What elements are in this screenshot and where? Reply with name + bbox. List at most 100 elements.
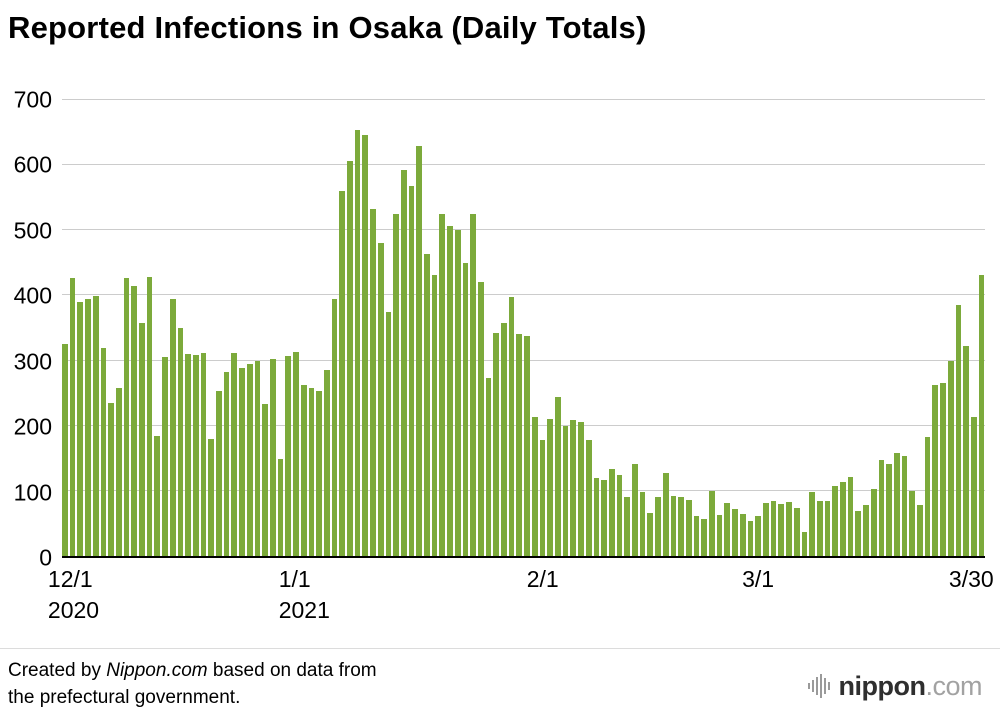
bar [601, 480, 607, 556]
bar [762, 503, 769, 556]
bar [685, 499, 692, 556]
nippon-logo-tld: .com [925, 670, 982, 701]
bar [354, 129, 361, 556]
bar [616, 474, 623, 556]
bar [824, 501, 831, 556]
credit-prefix: Created by [8, 660, 107, 681]
bar [739, 513, 746, 556]
bar [69, 277, 76, 556]
bar [816, 501, 823, 556]
bars [62, 100, 985, 556]
bar [385, 312, 392, 556]
bar [508, 297, 515, 556]
footer-credit: Created by Nippon.com based on data from… [8, 658, 377, 711]
bar [400, 170, 407, 556]
bar [139, 323, 145, 556]
bar [246, 364, 253, 556]
gridlines [62, 99, 985, 556]
page-title: Reported Infections in Osaka (Daily Tota… [8, 10, 647, 45]
y-tick-label: 700 [13, 86, 52, 113]
bar [431, 275, 438, 556]
bar [531, 416, 538, 556]
bar [539, 440, 546, 556]
bar [770, 501, 777, 556]
bar [901, 456, 908, 556]
bar [146, 276, 153, 556]
bar [878, 460, 885, 556]
bar [331, 299, 338, 556]
bar [840, 482, 846, 556]
bar [316, 390, 322, 556]
bar [439, 214, 446, 556]
bar [447, 226, 453, 556]
x-axis: 12/1 2020 1/1 2021 2/1 3/1 3/30 [48, 562, 994, 626]
bar [555, 397, 561, 556]
bar [755, 515, 761, 556]
bar [917, 504, 923, 556]
bar [701, 518, 708, 556]
bar [185, 354, 191, 556]
bar [62, 344, 68, 556]
bar [693, 515, 700, 556]
bar [300, 385, 307, 556]
soundwave-bars-icon [807, 674, 830, 698]
gridline [62, 424, 985, 426]
footer: Created by Nippon.com based on data from… [0, 648, 1000, 720]
y-tick-label: 400 [13, 282, 52, 309]
x-tick-label: 3/30 [948, 566, 994, 592]
bar [970, 417, 977, 556]
bar [454, 229, 461, 556]
bar [262, 404, 268, 556]
bar [424, 253, 430, 556]
bar [655, 497, 661, 556]
bar [832, 485, 839, 556]
gridline [62, 99, 985, 100]
bar [362, 134, 369, 556]
bar [516, 333, 523, 556]
bar [277, 458, 284, 556]
bar [131, 285, 138, 556]
bar [578, 422, 584, 556]
bar [778, 503, 785, 556]
bar [639, 492, 646, 556]
bar [747, 520, 754, 556]
gridline [62, 359, 985, 361]
gridline [62, 229, 985, 231]
bar [92, 296, 99, 556]
bar [632, 463, 638, 556]
bar [485, 378, 492, 556]
bar [963, 345, 969, 556]
nippon-logo-text: nippon.com [838, 670, 983, 701]
bar [462, 262, 469, 556]
bar [801, 531, 808, 556]
y-tick-label: 600 [13, 151, 52, 178]
bar [115, 387, 122, 556]
y-tick-label: 300 [13, 348, 52, 375]
bar [786, 501, 792, 556]
y-tick-label: 100 [13, 479, 52, 506]
bar [108, 402, 114, 556]
y-tick-label: 0 [39, 544, 52, 571]
bar [77, 301, 84, 556]
bar [200, 353, 207, 556]
bar [978, 274, 985, 556]
bar [716, 514, 723, 556]
bar [955, 304, 962, 556]
bar [501, 323, 507, 556]
bar [662, 472, 669, 556]
bar [123, 277, 130, 556]
bar [870, 488, 877, 556]
bar [624, 497, 631, 556]
x-tick-label: 1/1 2021 [278, 566, 330, 624]
bar [162, 356, 168, 556]
bar [154, 435, 161, 556]
bar [593, 478, 600, 556]
bar [85, 299, 91, 556]
credit-suffix: based on data from [207, 660, 377, 681]
x-tick-label: 3/1 [742, 566, 775, 592]
bar [285, 356, 292, 556]
y-axis: 0 100 200 300 400 500 600 700 [0, 88, 52, 569]
bar [647, 513, 654, 556]
nippon-logo-name: nippon [838, 670, 926, 701]
